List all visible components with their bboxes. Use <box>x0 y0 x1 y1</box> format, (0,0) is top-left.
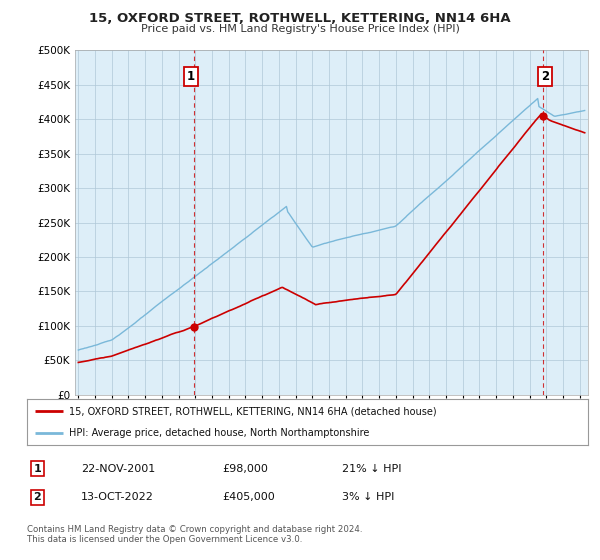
Text: This data is licensed under the Open Government Licence v3.0.: This data is licensed under the Open Gov… <box>27 534 302 544</box>
Text: 1: 1 <box>187 70 195 83</box>
Text: 2: 2 <box>541 70 549 83</box>
Text: 2: 2 <box>34 492 41 502</box>
Text: £405,000: £405,000 <box>222 492 275 502</box>
Text: Price paid vs. HM Land Registry's House Price Index (HPI): Price paid vs. HM Land Registry's House … <box>140 24 460 34</box>
Text: 3% ↓ HPI: 3% ↓ HPI <box>342 492 394 502</box>
Text: 13-OCT-2022: 13-OCT-2022 <box>81 492 154 502</box>
Text: 1: 1 <box>34 464 41 474</box>
Text: 21% ↓ HPI: 21% ↓ HPI <box>342 464 401 474</box>
Text: £98,000: £98,000 <box>222 464 268 474</box>
Text: HPI: Average price, detached house, North Northamptonshire: HPI: Average price, detached house, Nort… <box>69 428 370 438</box>
Text: Contains HM Land Registry data © Crown copyright and database right 2024.: Contains HM Land Registry data © Crown c… <box>27 525 362 534</box>
Text: 15, OXFORD STREET, ROTHWELL, KETTERING, NN14 6HA (detached house): 15, OXFORD STREET, ROTHWELL, KETTERING, … <box>69 406 437 416</box>
Text: 22-NOV-2001: 22-NOV-2001 <box>81 464 155 474</box>
Text: 15, OXFORD STREET, ROTHWELL, KETTERING, NN14 6HA: 15, OXFORD STREET, ROTHWELL, KETTERING, … <box>89 12 511 25</box>
